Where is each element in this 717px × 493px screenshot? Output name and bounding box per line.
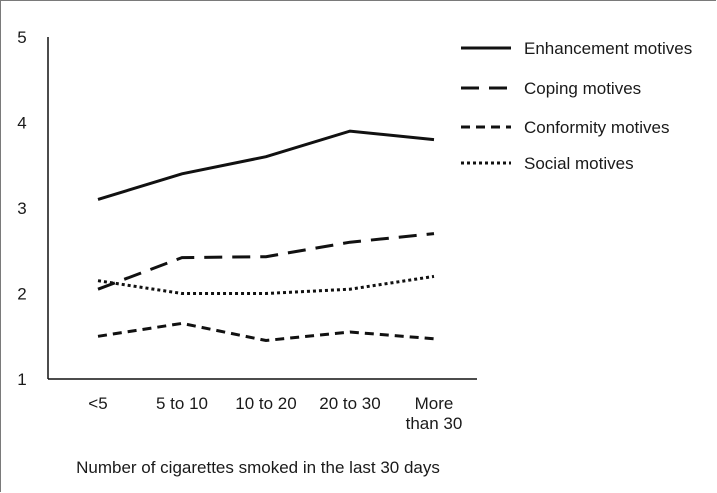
y-tick-label: 5 — [17, 28, 26, 47]
series-line-coping-motives — [97, 232, 435, 291]
series-lines — [97, 129, 435, 343]
legend-label: Enhancement motives — [524, 39, 692, 58]
y-tick-label: 3 — [17, 199, 26, 218]
axes — [47, 37, 477, 380]
x-tick-label: <5 — [88, 394, 107, 413]
y-tick-label: 1 — [17, 370, 26, 389]
x-tick-labels: <5 5 to 10 10 to 20 20 to 30 More than 30 — [88, 394, 462, 433]
legend-label: Conformity motives — [524, 118, 669, 137]
x-tick-label: 5 to 10 — [156, 394, 208, 413]
legend-label: Social motives — [524, 154, 634, 173]
x-tick-label: 20 to 30 — [319, 394, 380, 413]
y-tick-labels: 1 2 3 4 5 — [17, 28, 26, 389]
series-line-conformity-motives — [97, 321, 435, 343]
series-line-enhancement-motives — [97, 129, 435, 201]
series-line-social-motives — [97, 274, 435, 295]
y-tick-label: 4 — [17, 114, 26, 133]
legend-label: Coping motives — [524, 79, 641, 98]
x-tick-label: 10 to 20 — [235, 394, 296, 413]
y-tick-label: 2 — [17, 285, 26, 304]
x-tick-label: More than 30 — [406, 394, 463, 433]
legend: Enhancement motives Coping motives Conform… — [461, 39, 692, 173]
x-axis-label: Number of cigarettes smoked in the last … — [76, 458, 440, 477]
